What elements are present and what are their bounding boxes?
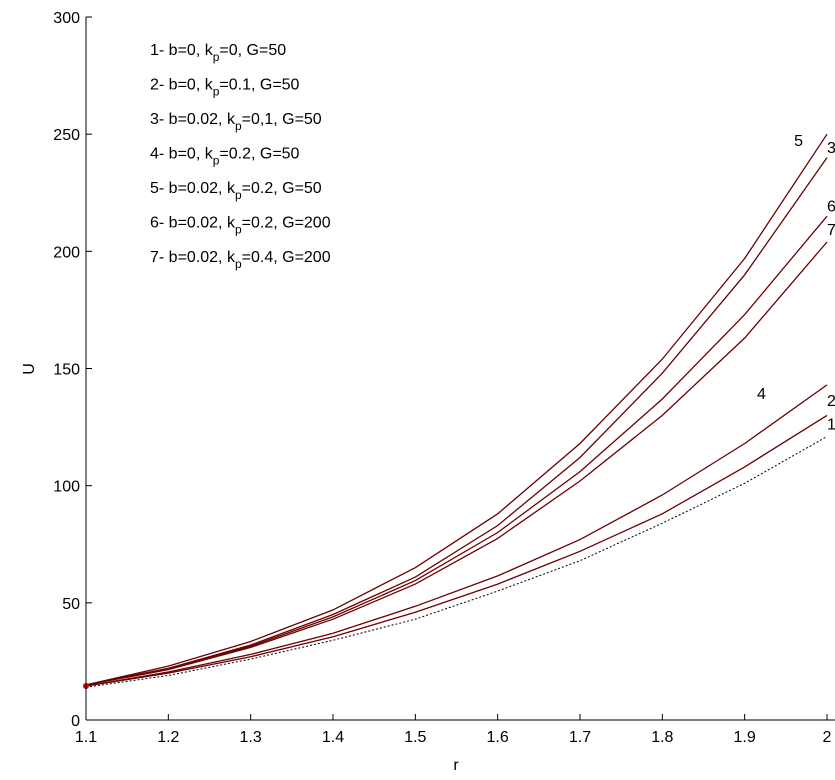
y-tick-label: 300 xyxy=(53,10,80,27)
legend-entry: 5- b=0.02, kp=0.2, G=50 xyxy=(150,180,322,202)
x-tick-label: 2 xyxy=(823,729,832,746)
series-line-5 xyxy=(85,133,828,686)
series-line-3 xyxy=(85,157,828,686)
y-tick-label: 50 xyxy=(62,596,80,613)
legend-entry: 1- b=0, kp=0, G=50 xyxy=(150,42,286,64)
legend-entry: 2- b=0, kp=0.1, G=50 xyxy=(150,77,300,99)
x-tick-label: 1.7 xyxy=(569,729,591,746)
curve-label-7: 7 xyxy=(827,222,835,239)
y-tick-label: 250 xyxy=(53,127,80,144)
legend-entry: 6- b=0.02, kp=0.2, G=200 xyxy=(150,215,331,237)
curve-label-5: 5 xyxy=(794,133,803,150)
x-tick-label: 1.1 xyxy=(75,729,97,746)
curve-label-3: 3 xyxy=(827,140,835,157)
y-tick-label: 0 xyxy=(71,713,80,730)
x-tick-label: 1.8 xyxy=(651,729,673,746)
x-tick-label: 1.2 xyxy=(157,729,179,746)
legend-entry: 4- b=0, kp=0.2, G=50 xyxy=(150,146,300,168)
legend-entry: 3- b=0.02, kp=0,1, G=50 xyxy=(150,111,322,133)
series-line-6 xyxy=(85,215,828,686)
curve-label-2: 2 xyxy=(827,393,835,410)
y-axis-label: U xyxy=(21,363,38,375)
ticks-group: 1.1 1.2 1.3 1.4 1.5 1.6 1.7 1.8 1.9 2 0 50 100 150 200… xyxy=(53,10,831,746)
x-tick-label: 1.6 xyxy=(487,729,509,746)
x-tick-label: 1.4 xyxy=(322,729,344,746)
x-tick-label: 1.9 xyxy=(734,729,756,746)
series-line-4 xyxy=(85,384,828,687)
series-line-7 xyxy=(85,241,828,686)
x-axis-label: r xyxy=(453,757,459,774)
curve-labels-group: 5 3 6 7 4 2 1 xyxy=(757,133,835,434)
curve-label-6: 6 xyxy=(827,198,835,215)
series-line-2 xyxy=(85,414,828,687)
y-tick-label: 200 xyxy=(53,244,80,261)
y-tick-label: 100 xyxy=(53,479,80,496)
curves-group xyxy=(83,133,828,690)
curve-label-1: 1 xyxy=(827,416,835,433)
legend: 1- b=0, kp=0, G=50 2- b=0, kp=0.1, G=50 3-… xyxy=(150,42,331,271)
y-tick-label: 150 xyxy=(53,362,80,379)
series-line-1 xyxy=(85,436,828,688)
legend-entry: 7- b=0.02, kp=0.4, G=200 xyxy=(150,249,331,271)
x-tick-label: 1.3 xyxy=(240,729,262,746)
curve-label-4: 4 xyxy=(757,386,766,403)
x-tick-label: 1.5 xyxy=(404,729,426,746)
